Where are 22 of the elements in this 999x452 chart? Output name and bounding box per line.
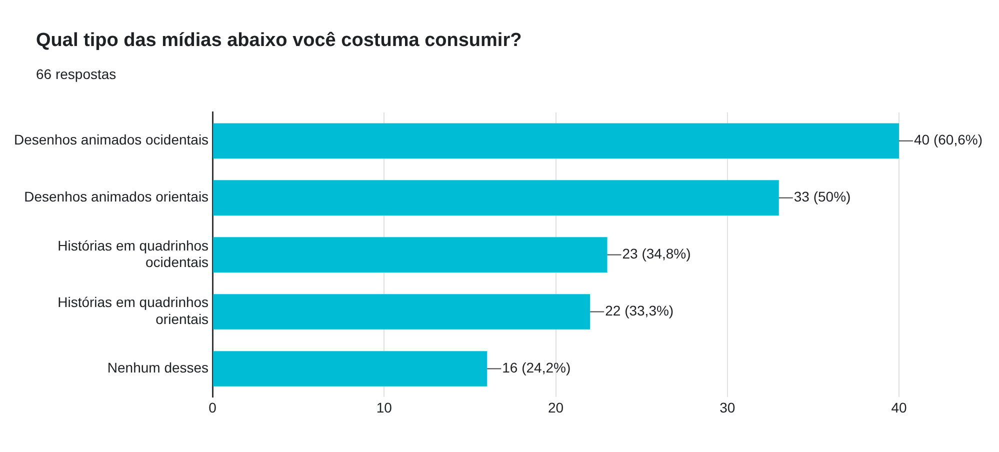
bar (213, 237, 608, 272)
x-tick-label: 20 (548, 399, 564, 416)
x-tick-label: 10 (376, 399, 392, 416)
data-label: 33 (50%) (794, 188, 851, 205)
bar (213, 351, 488, 386)
y-tick-label: Histórias em quadrinhos ocidentais (58, 237, 209, 270)
x-tick-label: 0 (208, 399, 217, 416)
chart-title: Qual tipo das mídias abaixo você costuma consumir? (36, 30, 522, 52)
data-label: 40 (60,6%) (914, 132, 982, 148)
text: 66 respostas (36, 66, 116, 82)
y-tick-label: Histórias em quadrinhos orientais (58, 294, 209, 328)
y-tick-label: Desenhos animados orientais (24, 188, 209, 205)
bar (213, 180, 779, 216)
y-tick-label: Desenhos animados ocidentais (14, 132, 209, 148)
bar (213, 123, 899, 159)
data-label: 23 (34,8%) (622, 246, 691, 262)
data-label: 16 (24,2%) (502, 360, 571, 376)
x-tick-label: 40 (891, 399, 907, 416)
x-tick-label: 30 (720, 399, 736, 416)
bar (213, 294, 590, 330)
y-tick-label: Nenhum desses (107, 360, 209, 376)
data-label: 22 (33,3%) (605, 302, 674, 319)
